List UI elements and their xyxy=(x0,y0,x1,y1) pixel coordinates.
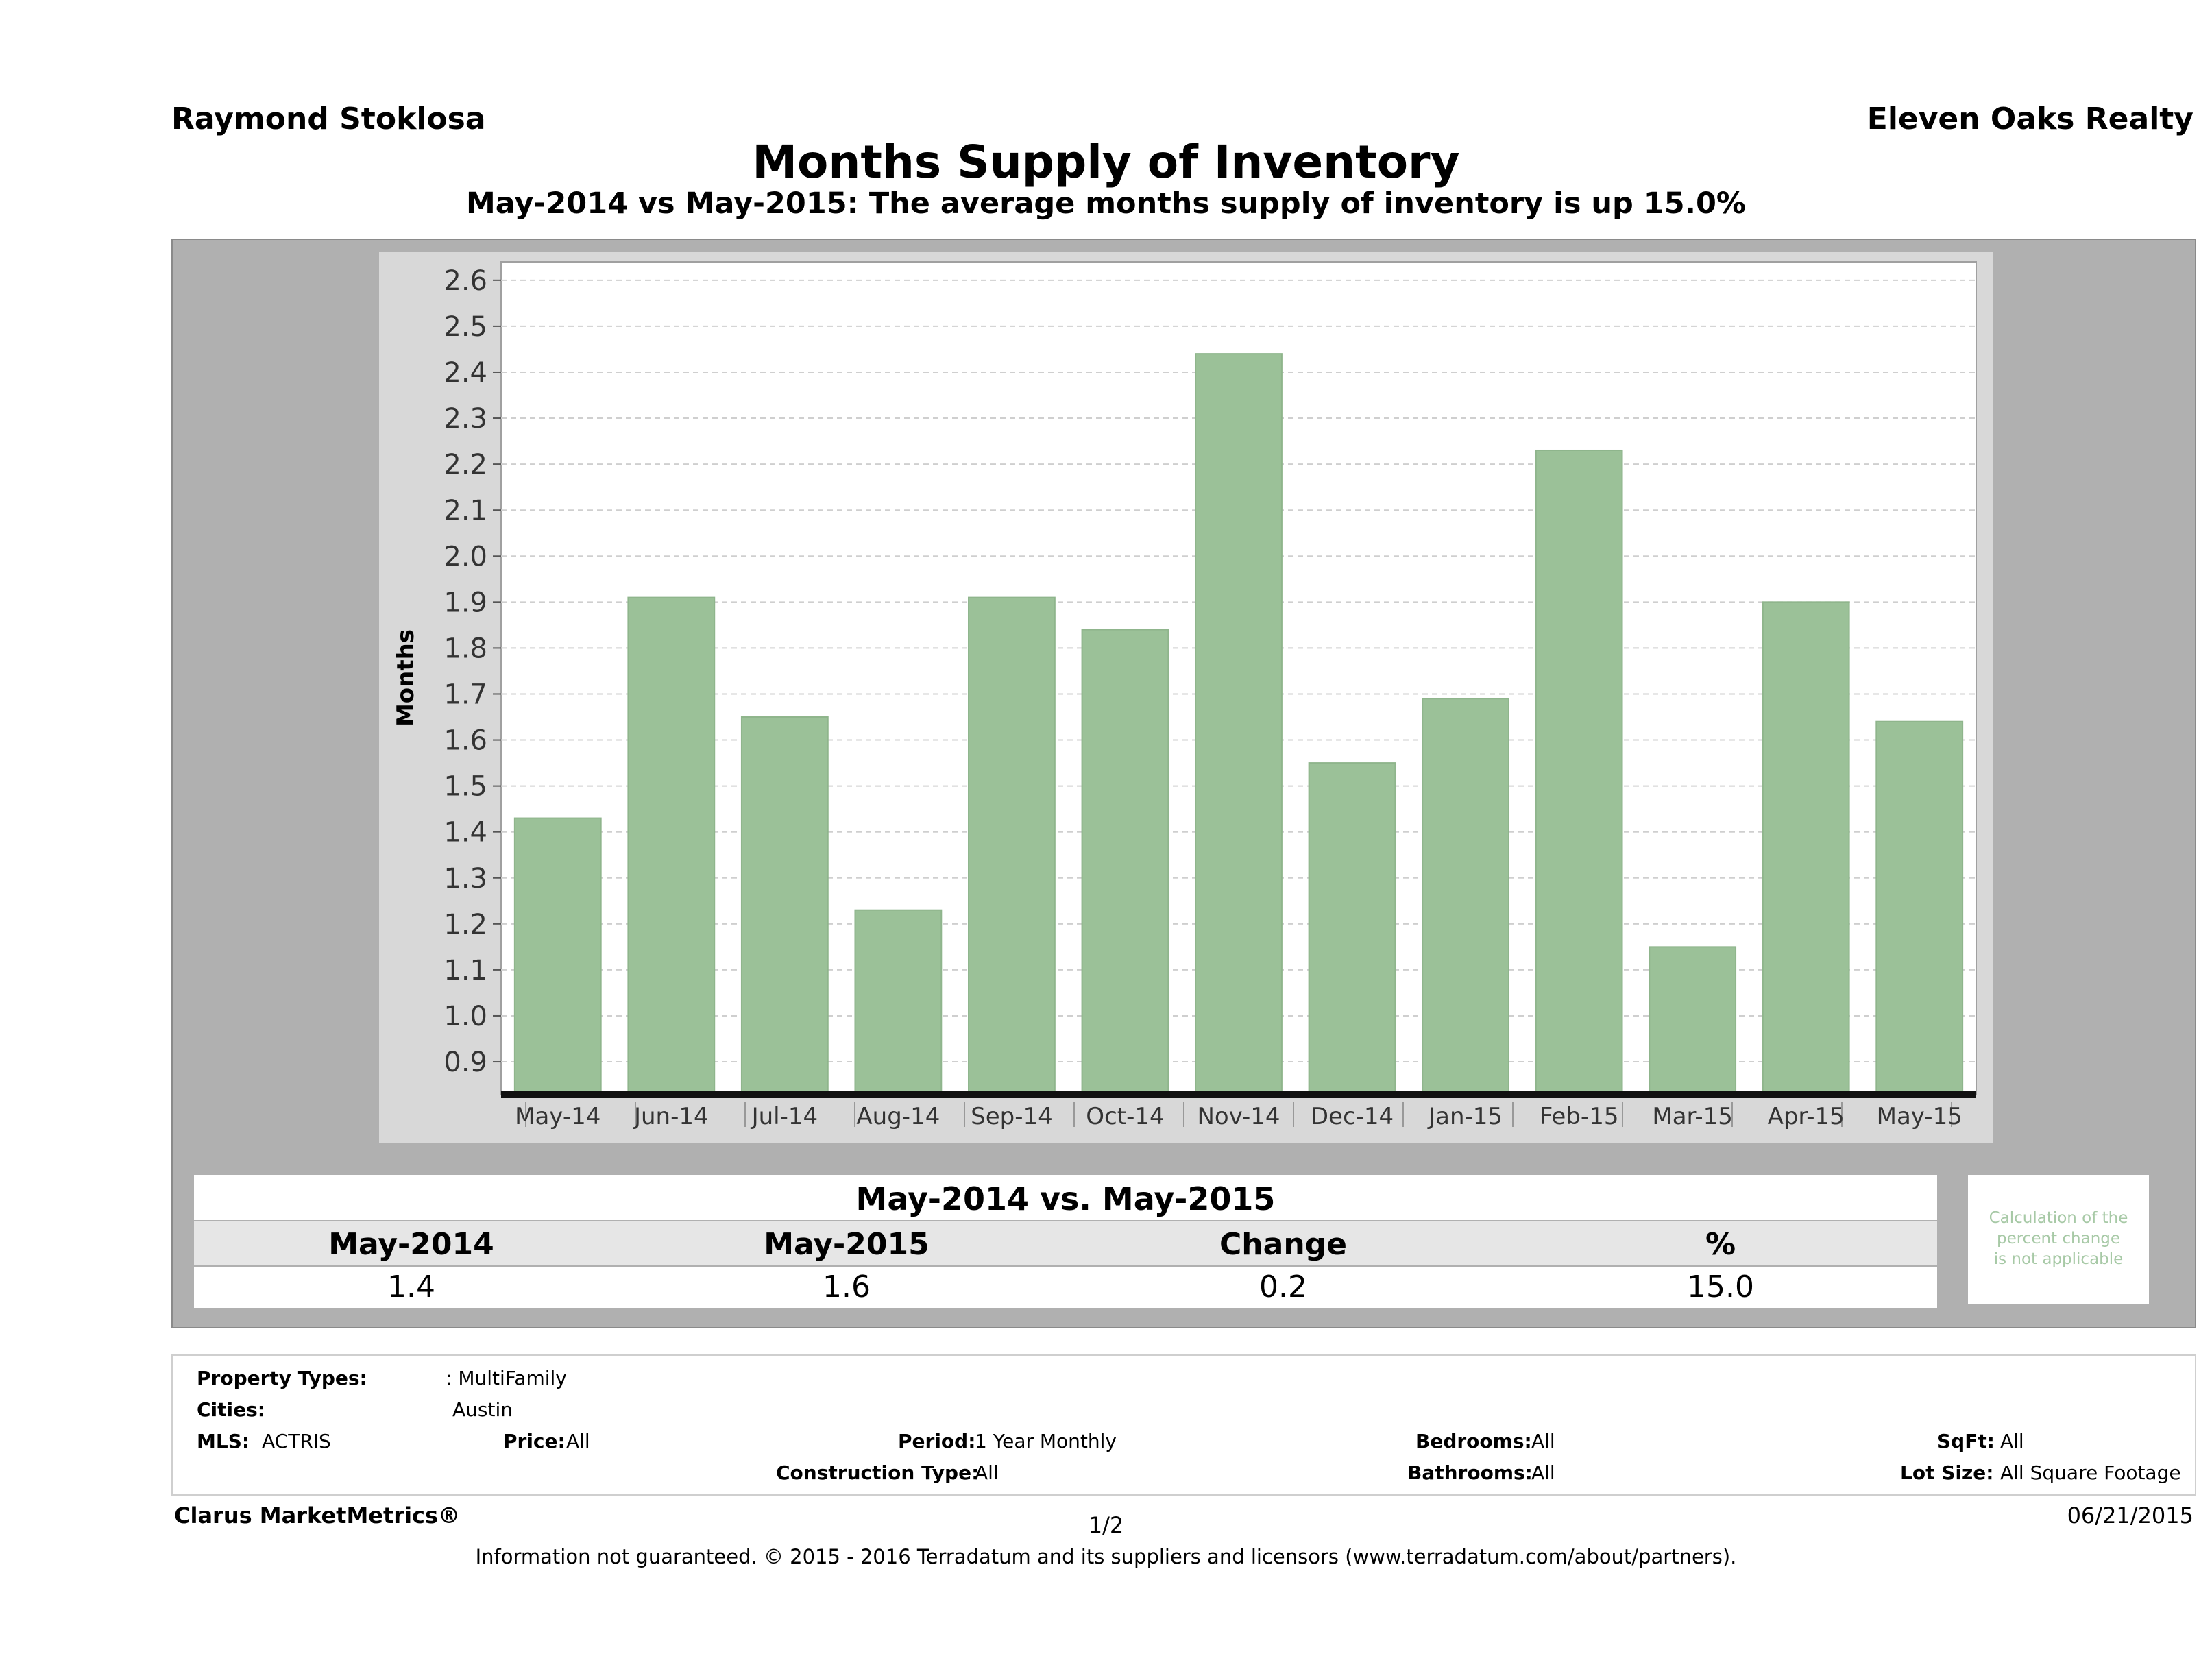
bar xyxy=(1875,720,1964,1095)
page-number: 1/2 xyxy=(1088,1512,1124,1538)
x-tick-label: Nov-14 xyxy=(1198,1103,1280,1130)
construction-type-label: Construction Type: xyxy=(776,1461,980,1484)
y-tick-label: 1.2 xyxy=(443,909,487,940)
x-tick-label: May-15 xyxy=(1877,1103,1962,1130)
lot-size-value: All Square Footage xyxy=(2000,1461,2181,1484)
y-tick-label: 0.9 xyxy=(443,1047,487,1078)
y-tick-label: 1.0 xyxy=(443,1001,487,1032)
construction-type-value: All xyxy=(975,1461,999,1484)
bathrooms-label: Bathrooms: xyxy=(1407,1461,1533,1484)
price-label: Price: xyxy=(503,1430,566,1452)
chart-title: Months Supply of Inventory xyxy=(752,136,1460,189)
agent-name: Raymond Stoklosa xyxy=(171,101,486,136)
sqft-label: SqFt: xyxy=(1937,1430,1995,1452)
stats-title-row xyxy=(194,1175,1937,1220)
property-types-value: : MultiFamily xyxy=(446,1367,567,1389)
y-tick-label: 2.2 xyxy=(443,449,487,481)
x-tick-label: May-14 xyxy=(515,1103,600,1130)
y-tick-label: 1.7 xyxy=(443,679,487,710)
note-box xyxy=(1968,1175,2149,1304)
price-value: All xyxy=(566,1430,590,1452)
stats-val-change: 0.2 xyxy=(1259,1269,1307,1304)
y-tick-label: 1.1 xyxy=(443,955,487,986)
bar xyxy=(740,716,829,1095)
stats-heading: May-2014 vs. May-2015 xyxy=(855,1180,1276,1217)
y-tick-label: 2.4 xyxy=(443,357,487,389)
lot-size-label: Lot Size: xyxy=(1900,1461,1994,1484)
bar xyxy=(627,596,716,1095)
x-tick-label: Sep-14 xyxy=(971,1103,1053,1130)
chart-subtitle: May-2014 vs May-2015: The average months… xyxy=(466,186,1746,221)
y-axis-label: Months xyxy=(392,629,420,727)
bathrooms-value: All xyxy=(1531,1461,1555,1484)
percent-change-note: Calculation of the percent change is not… xyxy=(1968,1208,2149,1269)
x-tick-label: Apr-15 xyxy=(1768,1103,1845,1130)
period-value: 1 Year Monthly xyxy=(975,1430,1117,1452)
report-date: 06/21/2015 xyxy=(2067,1503,2193,1529)
stats-val-may-2015: 1.6 xyxy=(823,1269,871,1304)
y-tick-label: 2.5 xyxy=(443,311,487,343)
bar xyxy=(854,909,943,1095)
note-line: is not applicable xyxy=(1993,1250,2124,1268)
mls-value: ACTRIS xyxy=(262,1430,331,1452)
y-tick-label: 1.3 xyxy=(443,863,487,895)
sqft-value: All xyxy=(2000,1430,2024,1452)
bedrooms-label: Bedrooms: xyxy=(1415,1430,1532,1452)
disclaimer: Information not guaranteed. © 2015 - 201… xyxy=(475,1545,1737,1568)
stats-header-row xyxy=(194,1221,1937,1265)
stats-value-row xyxy=(194,1267,1937,1308)
stats-val-may-2014: 1.4 xyxy=(387,1269,435,1304)
cities-label: Cities: xyxy=(197,1398,265,1421)
bar xyxy=(968,596,1056,1095)
bar xyxy=(1649,946,1737,1095)
bar xyxy=(1081,629,1169,1095)
stats-col-may-2015: May-2015 xyxy=(764,1227,929,1262)
y-tick-label: 2.0 xyxy=(443,541,487,572)
period-label: Period: xyxy=(898,1430,976,1452)
y-tick-label: 2.6 xyxy=(443,265,487,297)
y-tick-label: 1.4 xyxy=(443,817,487,849)
bar xyxy=(513,817,602,1095)
x-tick-label: Jan-15 xyxy=(1427,1103,1503,1130)
y-tick-label: 1.8 xyxy=(443,633,487,664)
y-tick-label: 2.1 xyxy=(443,495,487,526)
note-line: Calculation of the xyxy=(1989,1209,2128,1227)
y-tick-label: 1.6 xyxy=(443,725,487,757)
y-tick-label: 1.9 xyxy=(443,587,487,618)
company-name: Eleven Oaks Realty xyxy=(1867,101,2193,136)
stats-col-percent: % xyxy=(1705,1227,1736,1262)
bar xyxy=(1195,353,1283,1095)
bar xyxy=(1422,698,1509,1095)
x-tick-label: Mar-15 xyxy=(1652,1103,1733,1130)
x-tick-label: Aug-14 xyxy=(856,1103,940,1130)
stats-val-percent: 15.0 xyxy=(1687,1269,1754,1304)
x-tick-label: Oct-14 xyxy=(1086,1103,1164,1130)
bar xyxy=(1308,762,1396,1095)
cities-value: Austin xyxy=(452,1398,513,1421)
y-tick-label: 2.3 xyxy=(443,403,487,435)
bar xyxy=(1762,601,1850,1095)
property-types-label: Property Types: xyxy=(197,1367,367,1389)
stats-col-change: Change xyxy=(1219,1227,1347,1262)
bar-chart: 0.9 1.0 1.1 1.2 1.3 1.4 1.5 1.6 1.7 1.8 1.9 2.0 2.1 2… xyxy=(392,261,1977,1130)
bar xyxy=(1535,449,1623,1095)
x-tick-label: Jul-14 xyxy=(751,1103,818,1130)
y-tick-label: 1.5 xyxy=(443,771,487,803)
x-tick-label: Jun-14 xyxy=(633,1103,709,1130)
mls-label: MLS: xyxy=(197,1430,250,1452)
stats-col-may-2014: May-2014 xyxy=(328,1227,494,1262)
x-axis-line xyxy=(501,1091,1976,1098)
bedrooms-value: All xyxy=(1531,1430,1555,1452)
x-tick-label: Dec-14 xyxy=(1311,1103,1394,1130)
brand-name: Clarus MarketMetrics® xyxy=(174,1503,461,1529)
filters-box xyxy=(171,1354,2196,1496)
x-tick-label: Feb-15 xyxy=(1540,1103,1619,1130)
note-line: percent change xyxy=(1996,1230,2121,1248)
